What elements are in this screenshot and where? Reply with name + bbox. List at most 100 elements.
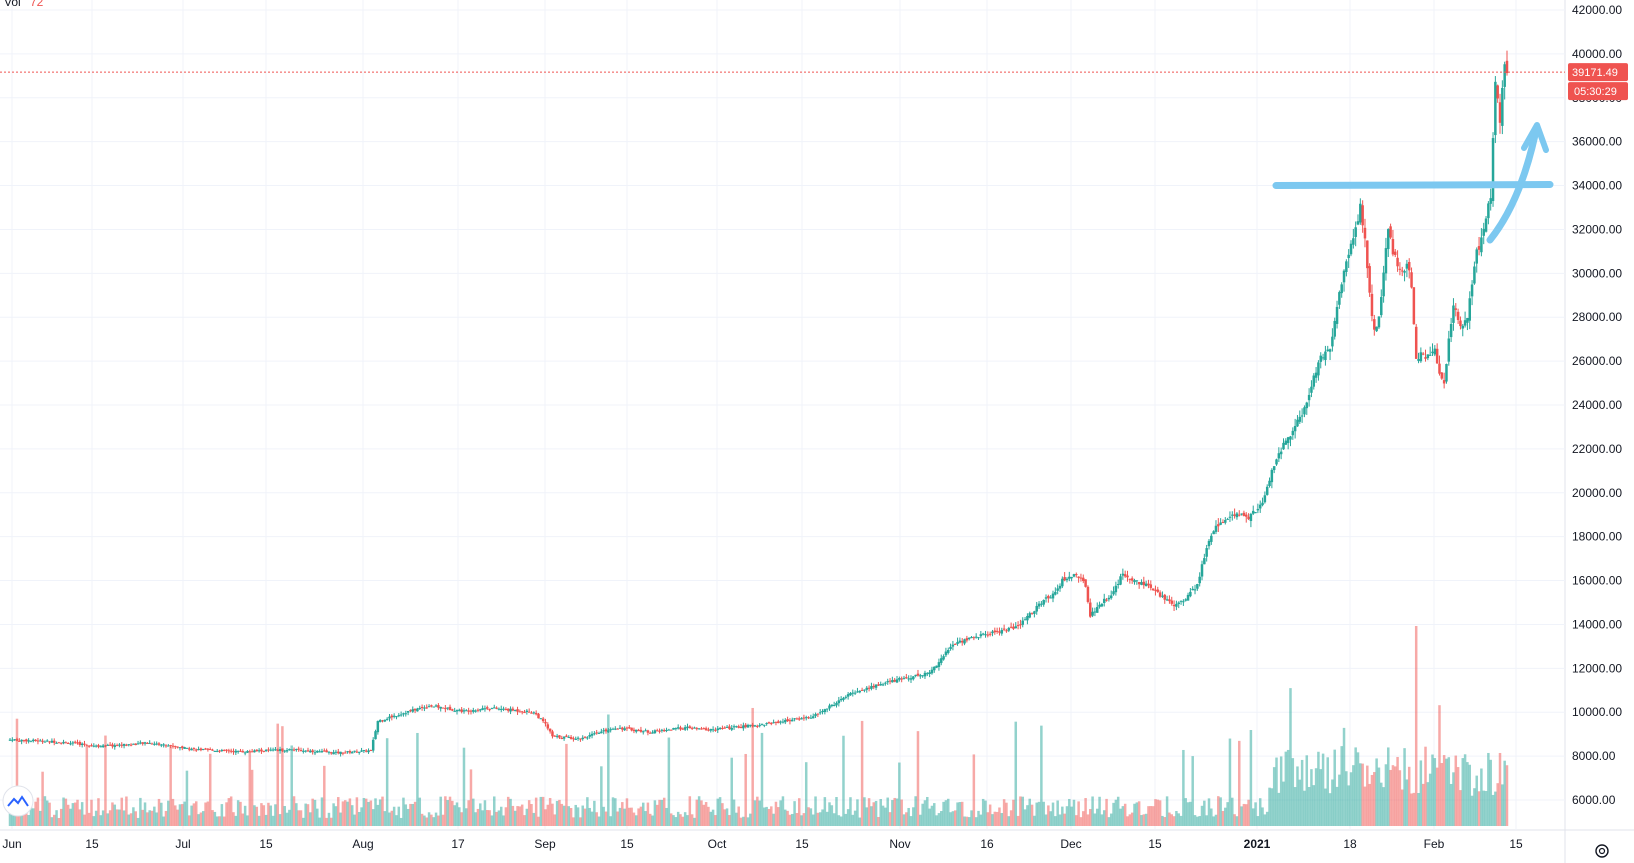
arrow-head-icon — [1521, 122, 1549, 153]
candle-body — [1442, 380, 1446, 384]
candle-body — [15, 739, 19, 741]
candle-body — [69, 743, 72, 745]
volume-bar — [681, 816, 685, 826]
candle-body — [1193, 589, 1197, 591]
volume-bar — [1147, 806, 1150, 826]
candle-body — [725, 726, 729, 728]
candle-body — [714, 729, 717, 731]
candle-body — [176, 746, 179, 748]
volume-bar — [141, 809, 144, 826]
volume-bar — [541, 796, 545, 826]
candle-body — [432, 706, 435, 708]
candle-body — [711, 729, 715, 731]
candle-body — [977, 637, 980, 639]
volume-bar — [1235, 816, 1239, 826]
volume-bar — [1163, 817, 1167, 826]
settings-gear-icon[interactable] — [1595, 844, 1609, 858]
volume-bar — [739, 817, 743, 826]
candle-body — [1387, 229, 1390, 250]
volume-bar — [1114, 799, 1118, 826]
candle-body — [92, 745, 96, 747]
candle-body — [278, 749, 282, 752]
volume-bar — [378, 799, 382, 826]
candle-body — [334, 751, 338, 753]
candle-body — [928, 672, 931, 675]
volume-bar — [679, 814, 682, 826]
volume-bar — [700, 800, 703, 826]
volume-bar — [1305, 755, 1309, 826]
volume-bar — [125, 796, 128, 826]
volume-bar — [178, 804, 182, 826]
volume-bar — [330, 817, 333, 826]
volume-bar — [302, 817, 305, 826]
candle-body — [676, 727, 680, 729]
candle-body — [1172, 604, 1176, 607]
volume-bar — [972, 754, 976, 826]
volume-bar — [593, 800, 596, 826]
candle-body — [488, 709, 491, 711]
candle-body — [681, 728, 685, 730]
y-tick-label: 6000.00 — [1572, 793, 1616, 807]
candle-body — [830, 704, 834, 707]
candle-body — [1023, 619, 1027, 621]
volume-bar — [1501, 784, 1504, 826]
volume-bar — [1410, 793, 1413, 826]
volume-bar — [718, 797, 722, 826]
tradingview-logo[interactable] — [2, 785, 34, 817]
volume-bar — [299, 810, 303, 826]
volume-bar — [1175, 811, 1178, 826]
volume-bar — [574, 804, 577, 826]
volume-bar — [402, 797, 405, 826]
candle-body — [486, 707, 489, 709]
volume-bar — [849, 797, 852, 826]
volume-bar — [1109, 813, 1113, 826]
volume-bar — [1414, 626, 1418, 826]
candle-body — [467, 710, 470, 712]
candle-body — [78, 741, 82, 745]
candle-body — [306, 750, 310, 752]
candle-body — [404, 713, 408, 715]
volume-bar — [357, 811, 361, 826]
volume-bar — [511, 805, 515, 826]
candle-body — [520, 711, 524, 713]
volume-bar — [891, 800, 894, 826]
candle-body — [1487, 203, 1490, 219]
volume-value: 72 — [30, 0, 44, 9]
breakout-annotation — [1272, 122, 1554, 244]
candle-body — [383, 719, 387, 722]
volume-bar — [1270, 788, 1274, 826]
volume-bar — [1112, 802, 1115, 826]
volume-bar — [991, 814, 994, 826]
y-tick-label: 42000.00 — [1572, 3, 1622, 17]
candle-body — [555, 735, 559, 737]
volume-bar — [690, 814, 694, 826]
candle-body — [953, 643, 957, 645]
candle-body — [118, 744, 121, 746]
candle-body — [1466, 317, 1469, 323]
x-tick-label: 15 — [795, 837, 809, 851]
volume-bar — [15, 718, 19, 826]
candle-body — [213, 750, 217, 752]
x-tick-label: Aug — [352, 837, 373, 851]
volume-bar — [881, 805, 885, 826]
candle-body — [32, 739, 35, 742]
candle-body — [41, 740, 44, 742]
candle-body — [946, 649, 950, 653]
volume-bar — [1456, 767, 1460, 826]
candle-body — [227, 750, 231, 752]
candle-body — [288, 749, 291, 751]
candle-body — [1321, 357, 1325, 359]
volume-bar — [974, 817, 978, 826]
candle-body — [816, 713, 820, 715]
volume-bar — [1303, 790, 1306, 826]
volume-bar — [18, 808, 21, 826]
volume-bar — [69, 808, 72, 826]
candle-body — [1314, 372, 1318, 378]
candle-body — [1070, 577, 1073, 579]
candle-body — [532, 712, 536, 714]
candle-body — [1077, 576, 1080, 578]
candle-body — [504, 708, 508, 710]
candle-body — [821, 711, 824, 713]
